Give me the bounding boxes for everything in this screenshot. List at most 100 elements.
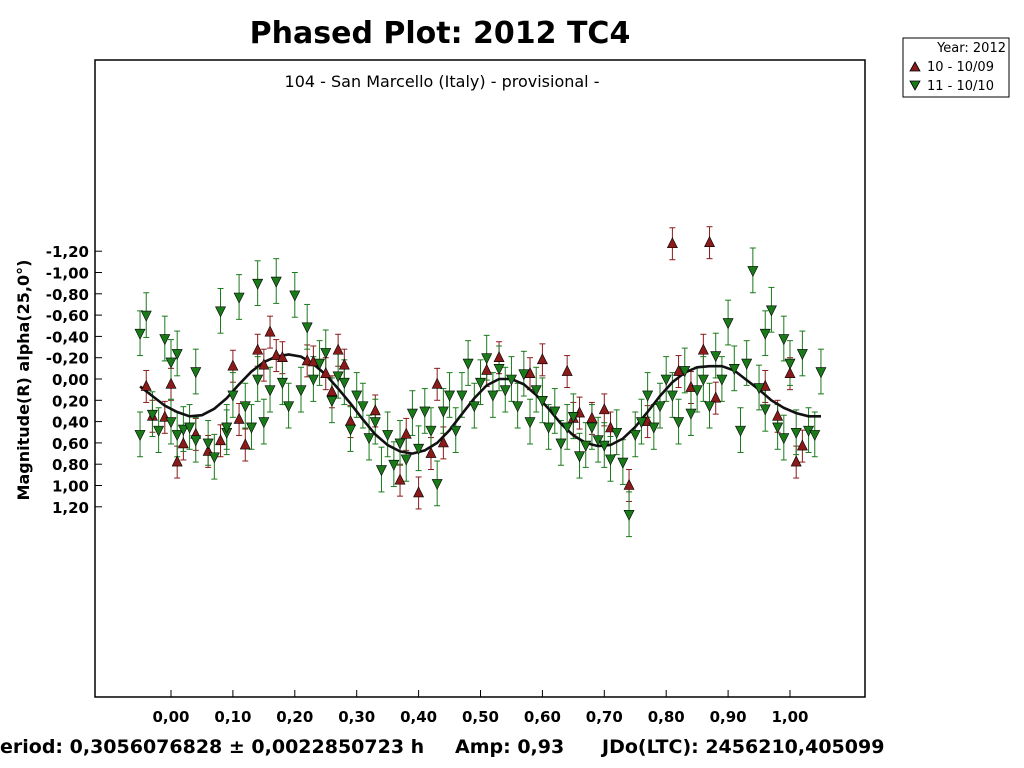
data-point-series-2 [270,276,282,288]
y-tick-label: 0,60 [52,435,89,453]
data-point-series-1 [493,351,505,363]
data-point-series-2 [734,425,746,437]
data-point-series-2 [518,369,530,381]
data-point-series-2 [239,401,251,413]
y-tick-label: -0,60 [46,307,89,325]
data-point-series-2 [388,459,400,471]
data-point-series-2 [338,377,350,389]
data-point-series-1 [796,439,808,451]
data-point-series-2 [716,374,728,386]
data-point-series-1 [338,358,350,370]
data-point-series-2 [332,371,344,383]
data-point-series-2 [437,406,449,418]
data-point-series-2 [784,358,796,370]
fit-curve [139,353,821,455]
data-point-series-2 [691,385,703,397]
data-point-series-2 [493,364,505,376]
data-point-series-2 [673,417,685,429]
x-tick-label: 0,30 [338,708,375,726]
data-point-series-2 [375,465,387,477]
data-point-series-2 [778,433,790,445]
data-point-series-2 [159,334,171,346]
footer-period: eriod: 0,3056076828 ± 0,0022850723 h [0,736,424,758]
data-point-series-2 [666,390,678,402]
data-point-series-2 [171,430,183,442]
data-point-series-1 [431,377,443,389]
data-point-series-2 [134,430,146,442]
data-point-series-2 [741,358,753,370]
data-point-series-2 [444,390,456,402]
data-point-series-2 [289,290,301,302]
data-point-series-2 [815,367,827,379]
data-point-series-2 [227,390,239,402]
data-point-series-2 [456,390,468,402]
data-point-series-2 [369,417,381,429]
data-point-series-1 [165,377,177,389]
data-point-series-1 [258,358,270,370]
y-tick-label: -1,20 [46,243,89,261]
data-point-series-2 [190,367,202,379]
footer-jdo: JDo(LTC): 2456210,405099 [600,736,884,758]
data-point-series-1 [233,412,245,424]
data-point-series-2 [450,425,462,437]
data-point-series-2 [530,385,542,397]
data-point-series-1 [481,363,493,375]
data-point-series-2 [524,417,536,429]
y-tick-label: 0,00 [52,371,89,389]
data-point-series-2 [505,374,517,386]
data-point-series-1 [177,437,189,449]
data-point-series-2 [208,452,220,464]
data-point-series-2 [264,385,276,397]
data-point-series-2 [171,349,183,361]
data-point-series-2 [753,383,765,395]
x-tick-label: 0,40 [400,708,437,726]
data-point-series-2 [722,318,734,330]
data-point-series-1 [710,391,722,403]
data-point-series-2 [320,348,332,360]
legend-marker-series-2 [909,80,921,91]
data-point-series-2 [598,440,610,452]
data-point-series-2 [314,358,326,370]
data-point-series-2 [146,409,158,421]
y-tick-label: -0,40 [46,328,89,346]
y-tick-label: 0,40 [52,414,89,432]
data-point-series-1 [586,411,598,423]
data-point-series-1 [276,351,288,363]
data-point-series-2 [140,310,152,322]
data-point-series-2 [258,417,270,429]
data-point-series-1 [536,353,548,365]
data-point-series-1 [561,364,573,376]
data-point-series-2 [512,401,524,413]
data-point-series-2 [351,390,363,402]
data-point-series-2 [425,425,437,437]
data-point-series-2 [252,278,264,290]
data-point-series-2 [357,401,369,413]
x-tick-label: 0,60 [524,708,561,726]
data-point-series-2 [580,440,592,452]
y-tick-label: -0,20 [46,350,89,368]
data-point-series-2 [431,479,443,491]
legend-entry-series-2: 11 - 10/10 [927,79,994,94]
data-point-series-2 [710,351,722,363]
data-point-series-2 [475,377,486,389]
data-point-series-2 [642,390,654,402]
x-tick-label: 0,00 [152,708,189,726]
data-point-series-1 [400,427,412,439]
axis-ticks: 0,00 0,10 0,20 0,30 0,40 0,50 0,60 0,70 0,80 0,90… [46,243,809,726]
data-point-series-1 [697,343,709,355]
data-point-series-2 [184,422,196,434]
data-point-series-2 [468,401,480,413]
x-tick-label: 0,50 [462,708,499,726]
data-point-series-2 [252,374,264,386]
data-point-series-1 [369,404,381,416]
data-point-series-2 [759,404,771,416]
data-point-series-2 [301,322,313,334]
data-point-series-1 [270,348,282,360]
y-tick-label: -0,80 [46,286,89,304]
data-point-series-1 [239,438,251,450]
data-point-series-2 [400,454,412,466]
data-point-series-2 [406,408,418,420]
data-point-series-2 [177,424,189,436]
data-point-series-1 [704,236,716,247]
